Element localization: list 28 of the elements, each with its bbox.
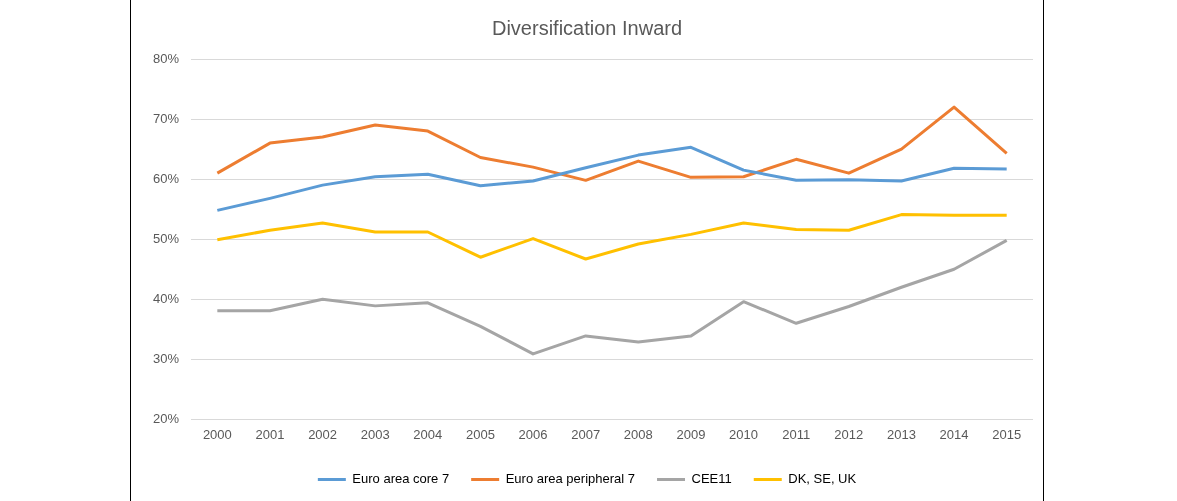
y-tick-label: 80% [152, 50, 180, 66]
legend-label: DK, SE, UK [788, 471, 857, 487]
x-tick-label: 2008 [623, 426, 653, 442]
legend-label: Euro area peripheral 7 [505, 471, 636, 487]
y-tick-label: 40% [152, 290, 180, 306]
y-tick-label: 20% [152, 410, 180, 426]
x-tick-label: 2004 [413, 426, 443, 442]
x-tick-label: 2009 [676, 426, 706, 442]
x-tick-label: 2010 [729, 426, 759, 442]
x-tick-label: 2003 [360, 426, 390, 442]
x-tick-label: 2002 [308, 426, 338, 442]
y-tick-label: 30% [152, 350, 180, 366]
x-tick-label: 2013 [886, 426, 916, 442]
x-tick-label: 2011 [782, 426, 811, 442]
chart-title: Diversification Inward [491, 16, 683, 39]
x-tick-label: 2014 [939, 426, 969, 442]
y-tick-label: 60% [152, 170, 180, 186]
x-tick-label: 2005 [465, 426, 495, 442]
legend-label: CEE11 [691, 471, 732, 487]
x-tick-label: 2000 [202, 426, 232, 442]
x-tick-label: 2006 [518, 426, 548, 442]
x-tick-label: 2012 [834, 426, 864, 442]
x-tick-label: 2001 [255, 426, 285, 442]
y-tick-label: 50% [152, 230, 180, 246]
legend-label: Euro area core 7 [352, 471, 450, 487]
x-tick-label: 2015 [992, 426, 1022, 442]
y-tick-label: 70% [152, 110, 180, 126]
x-tick-label: 2007 [571, 426, 601, 442]
